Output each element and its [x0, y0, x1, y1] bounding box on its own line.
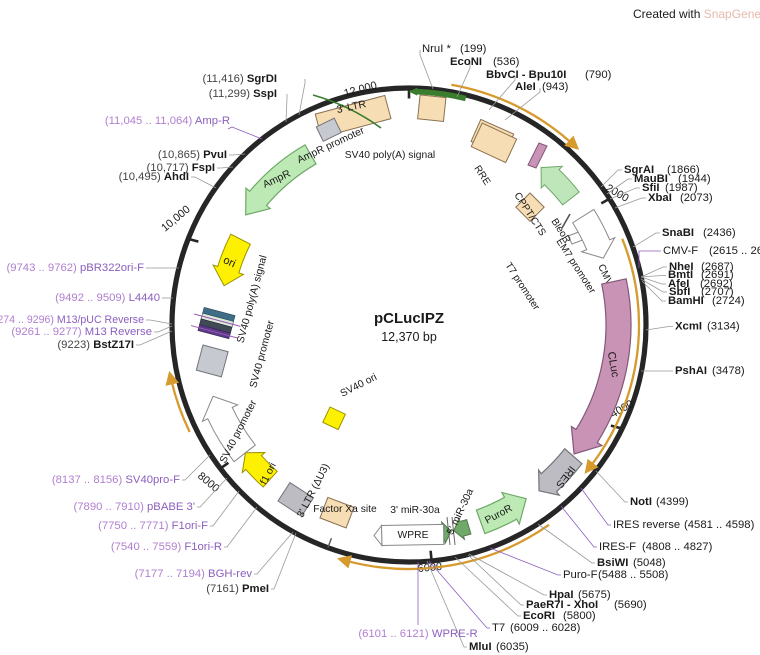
svg-text:Created with SnapGene®: Created with SnapGene® — [633, 7, 760, 21]
svg-text:(5800): (5800) — [563, 610, 596, 622]
svg-text:(943): (943) — [542, 81, 569, 93]
svg-text:IRES reverse: IRES reverse — [613, 519, 680, 531]
svg-text:(6009 .. 6028): (6009 .. 6028) — [510, 622, 581, 634]
svg-text:Factor Xa site: Factor Xa site — [313, 504, 377, 515]
svg-text:(6101 .. 6121) WPRE-R: (6101 .. 6121) WPRE-R — [358, 628, 477, 640]
svg-text:RRE: RRE — [471, 164, 492, 188]
svg-text:(9743 .. 9762) pBR322ori-F: (9743 .. 9762) pBR322ori-F — [6, 262, 144, 274]
svg-text:(7750 .. 7771) F1ori-F: (7750 .. 7771) F1ori-F — [98, 520, 208, 532]
svg-text:(3478): (3478) — [712, 365, 745, 377]
svg-text:(8137 .. 8156) SV40pro-F: (8137 .. 8156) SV40pro-F — [52, 474, 180, 486]
svg-text:T7 promoter: T7 promoter — [502, 261, 541, 313]
svg-text:WPRE: WPRE — [398, 530, 429, 541]
svg-text:AleI: AleI — [515, 81, 536, 93]
svg-text:SV40 poly(A) signal: SV40 poly(A) signal — [345, 150, 435, 161]
svg-text:SnaBI: SnaBI — [662, 227, 694, 239]
svg-text:(11,045 .. 11,064) Amp-R: (11,045 .. 11,064) Amp-R — [105, 115, 230, 127]
svg-text:(11,416) SgrDI: (11,416) SgrDI — [202, 73, 277, 85]
svg-text:BbvCI - Bpu10I: BbvCI - Bpu10I — [486, 69, 566, 81]
svg-text:(6035): (6035) — [496, 641, 529, 653]
svg-text:(9492 .. 9509) L4440: (9492 .. 9509) L4440 — [55, 292, 160, 304]
svg-text:XcmI: XcmI — [675, 321, 702, 333]
svg-text:(4581 .. 4598): (4581 .. 4598) — [684, 519, 755, 531]
svg-text:(2073): (2073) — [680, 192, 713, 204]
svg-text:BsiWI: BsiWI — [597, 557, 628, 569]
svg-text:Puro-F: Puro-F — [563, 569, 598, 581]
svg-text:12,370 bp: 12,370 bp — [381, 330, 437, 344]
svg-text:(3134): (3134) — [707, 321, 740, 333]
svg-text:(5048): (5048) — [633, 557, 666, 569]
svg-text:EcoNI: EcoNI — [450, 56, 482, 68]
svg-text:8000: 8000 — [195, 470, 221, 495]
svg-text:(7177 .. 7194) BGH-rev: (7177 .. 7194) BGH-rev — [135, 568, 253, 580]
svg-text:(7161) PmeI: (7161) PmeI — [206, 583, 269, 595]
svg-text:3' miR-30a: 3' miR-30a — [390, 505, 440, 516]
svg-text:(11,299) SspI: (11,299) SspI — [209, 88, 277, 100]
svg-text:MluI: MluI — [469, 641, 492, 653]
svg-text:(199): (199) — [460, 43, 487, 55]
svg-text:12,000: 12,000 — [343, 80, 379, 100]
svg-text:(9261 .. 9277) M13 Reverse: (9261 .. 9277) M13 Reverse — [11, 326, 152, 338]
svg-text:(5488 .. 5508): (5488 .. 5508) — [598, 569, 669, 581]
svg-text:XbaI: XbaI — [648, 192, 672, 204]
svg-text:(7540 .. 7559) F1ori-R: (7540 .. 7559) F1ori-R — [111, 541, 222, 553]
svg-text:NruI *: NruI * — [422, 43, 451, 55]
svg-text:SV40 ori: SV40 ori — [339, 372, 379, 400]
svg-text:(5690): (5690) — [614, 599, 647, 611]
svg-text:(536): (536) — [493, 56, 520, 68]
svg-text:SV40 promoter: SV40 promoter — [248, 319, 277, 389]
svg-text:(9223) BstZ17I: (9223) BstZ17I — [57, 339, 134, 351]
svg-text:(10,495) AhdI: (10,495) AhdI — [119, 171, 189, 183]
svg-text:(2724): (2724) — [712, 295, 745, 307]
svg-text:pCLucIPZ: pCLucIPZ — [374, 310, 444, 327]
svg-text:(2615 .. 2635): (2615 .. 2635) — [709, 245, 760, 257]
svg-text:(4399): (4399) — [656, 496, 689, 508]
svg-text:10,000: 10,000 — [159, 203, 192, 234]
svg-text:(10,865) PvuI: (10,865) PvuI — [158, 149, 227, 161]
svg-text:(2436): (2436) — [703, 227, 736, 239]
svg-text:(7890 .. 7910) pBABE 3': (7890 .. 7910) pBABE 3' — [74, 501, 195, 513]
svg-text:CMV-F: CMV-F — [663, 245, 698, 257]
svg-text:(4808 .. 4827): (4808 .. 4827) — [642, 541, 713, 553]
svg-text:NotI: NotI — [630, 496, 652, 508]
svg-text:T7: T7 — [492, 622, 505, 634]
svg-text:PshAI: PshAI — [675, 365, 707, 377]
svg-text:BamHI: BamHI — [668, 295, 704, 307]
svg-text:EcoRI: EcoRI — [523, 610, 555, 622]
svg-text:(9274 .. 9296) M13/pUC Revers: (9274 .. 9296) M13/pUC Reverse — [0, 314, 144, 326]
svg-text:(790): (790) — [585, 69, 612, 81]
svg-text:IRES-F: IRES-F — [599, 541, 636, 553]
